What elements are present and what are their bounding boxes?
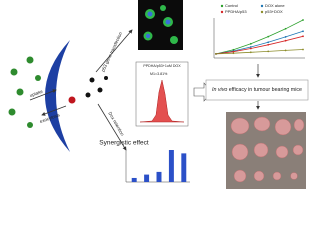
legend-label: p53+DOX [265, 9, 283, 14]
retention-arrow [97, 103, 127, 151]
growth-point [267, 43, 270, 46]
exocytosis-arrow [41, 105, 67, 116]
growth-point [284, 36, 287, 38]
growth-point [232, 50, 235, 53]
invivo-box [205, 79, 309, 101]
flow-title: PPDHA/p53+1uM DOX [143, 64, 181, 68]
growth-line [215, 49, 304, 55]
bar [131, 177, 137, 182]
growth-point [284, 27, 287, 30]
growth-point [249, 46, 252, 48]
growth-point [267, 50, 270, 53]
growth-point [232, 52, 235, 55]
growth-point [215, 52, 217, 55]
invivo-rest: efficacy in tumour bearing mice [229, 87, 302, 93]
flow-gate: M1=3.81% [150, 72, 168, 76]
bar [168, 150, 174, 182]
growth-point [249, 51, 252, 54]
transfection-label: p53 gene transfection [100, 31, 123, 73]
legend-swatch [220, 4, 224, 8]
graphical-abstract: uptake exocytosis p53 gene transfection … [8, 0, 309, 189]
growth-line [215, 35, 304, 55]
transfection-arrow [95, 29, 133, 73]
growth-point [302, 35, 304, 38]
growth-point [302, 30, 304, 33]
growth-point [302, 19, 304, 21]
uptake-label: uptake [29, 89, 44, 98]
legend-label: Control [225, 3, 238, 8]
dna-dots [85, 76, 108, 98]
growth-point [232, 48, 235, 51]
flow-peak [139, 79, 185, 123]
growth-line [215, 30, 304, 55]
growth-point [284, 49, 287, 52]
bar [144, 174, 150, 182]
invivo-italic: In vivo [212, 87, 227, 93]
legend-label: PPDHA/p53 [225, 9, 247, 14]
bar [181, 153, 187, 182]
invivo-label: In vivo efficacy in tumour bearing mice [212, 87, 302, 93]
legend-swatch [220, 10, 224, 14]
cell-membrane [45, 40, 70, 152]
uptake-arrow [29, 89, 57, 101]
growth-point [249, 47, 252, 50]
nanoparticles [8, 56, 41, 128]
growth-point [267, 41, 270, 44]
synergy-label: Synergistic effect [99, 140, 149, 147]
legend-swatch [260, 10, 264, 14]
growth-point [284, 39, 287, 42]
tumours [230, 116, 305, 183]
dox-particle [68, 96, 76, 104]
growth-point [302, 48, 304, 51]
legend-label: DOX alone [265, 3, 285, 8]
growth-point [267, 35, 270, 38]
cells [143, 5, 178, 44]
legend-swatch [260, 4, 264, 8]
growth-point [249, 42, 252, 45]
bar [156, 171, 162, 182]
growth-line [215, 19, 304, 55]
